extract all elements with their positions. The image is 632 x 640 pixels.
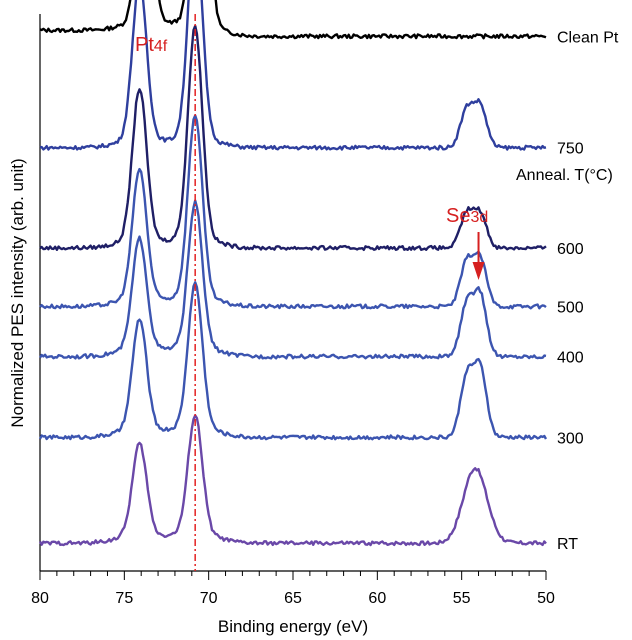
series-label: 300: [557, 430, 584, 447]
series-label: Clean Pt: [557, 29, 619, 46]
x-tick-labels: 80 75 70 65 60 55 50: [31, 590, 555, 607]
x-axis-title: Binding energy (eV): [218, 617, 368, 636]
series-line: [39, 24, 547, 252]
series-line: [38, 199, 547, 360]
x-tick-label: 65: [284, 590, 302, 607]
series-line: [39, 0, 547, 40]
series-line: [39, 114, 547, 310]
series-labels: Clean Pt 750 600 500 400 300 RT: [557, 29, 619, 553]
series-label: 600: [557, 241, 584, 258]
series-label: 400: [557, 350, 584, 367]
series-label: 750: [557, 141, 584, 158]
series-group: [38, 0, 548, 547]
x-ticks: [39, 571, 547, 580]
pt4f-annotation: Pt4f: [135, 34, 168, 56]
series-line: [38, 281, 548, 441]
se3d-arrow-head: [472, 262, 485, 280]
y-axis-title: Normalized PES intensity (arb. unit): [8, 158, 27, 427]
x-tick-label: 75: [115, 590, 133, 607]
series-line: [39, 0, 547, 151]
x-tick-label: 60: [368, 590, 386, 607]
legend-title: Anneal. T(°C): [516, 167, 613, 184]
x-tick-label: 55: [453, 590, 471, 607]
x-tick-label: 70: [200, 590, 218, 607]
series-line: [38, 414, 547, 547]
series-label: RT: [557, 536, 578, 553]
se3d-annotation: Se3d: [446, 205, 488, 227]
x-tick-label: 80: [31, 590, 49, 607]
series-label: 500: [557, 299, 584, 316]
x-tick-label: 50: [537, 590, 555, 607]
